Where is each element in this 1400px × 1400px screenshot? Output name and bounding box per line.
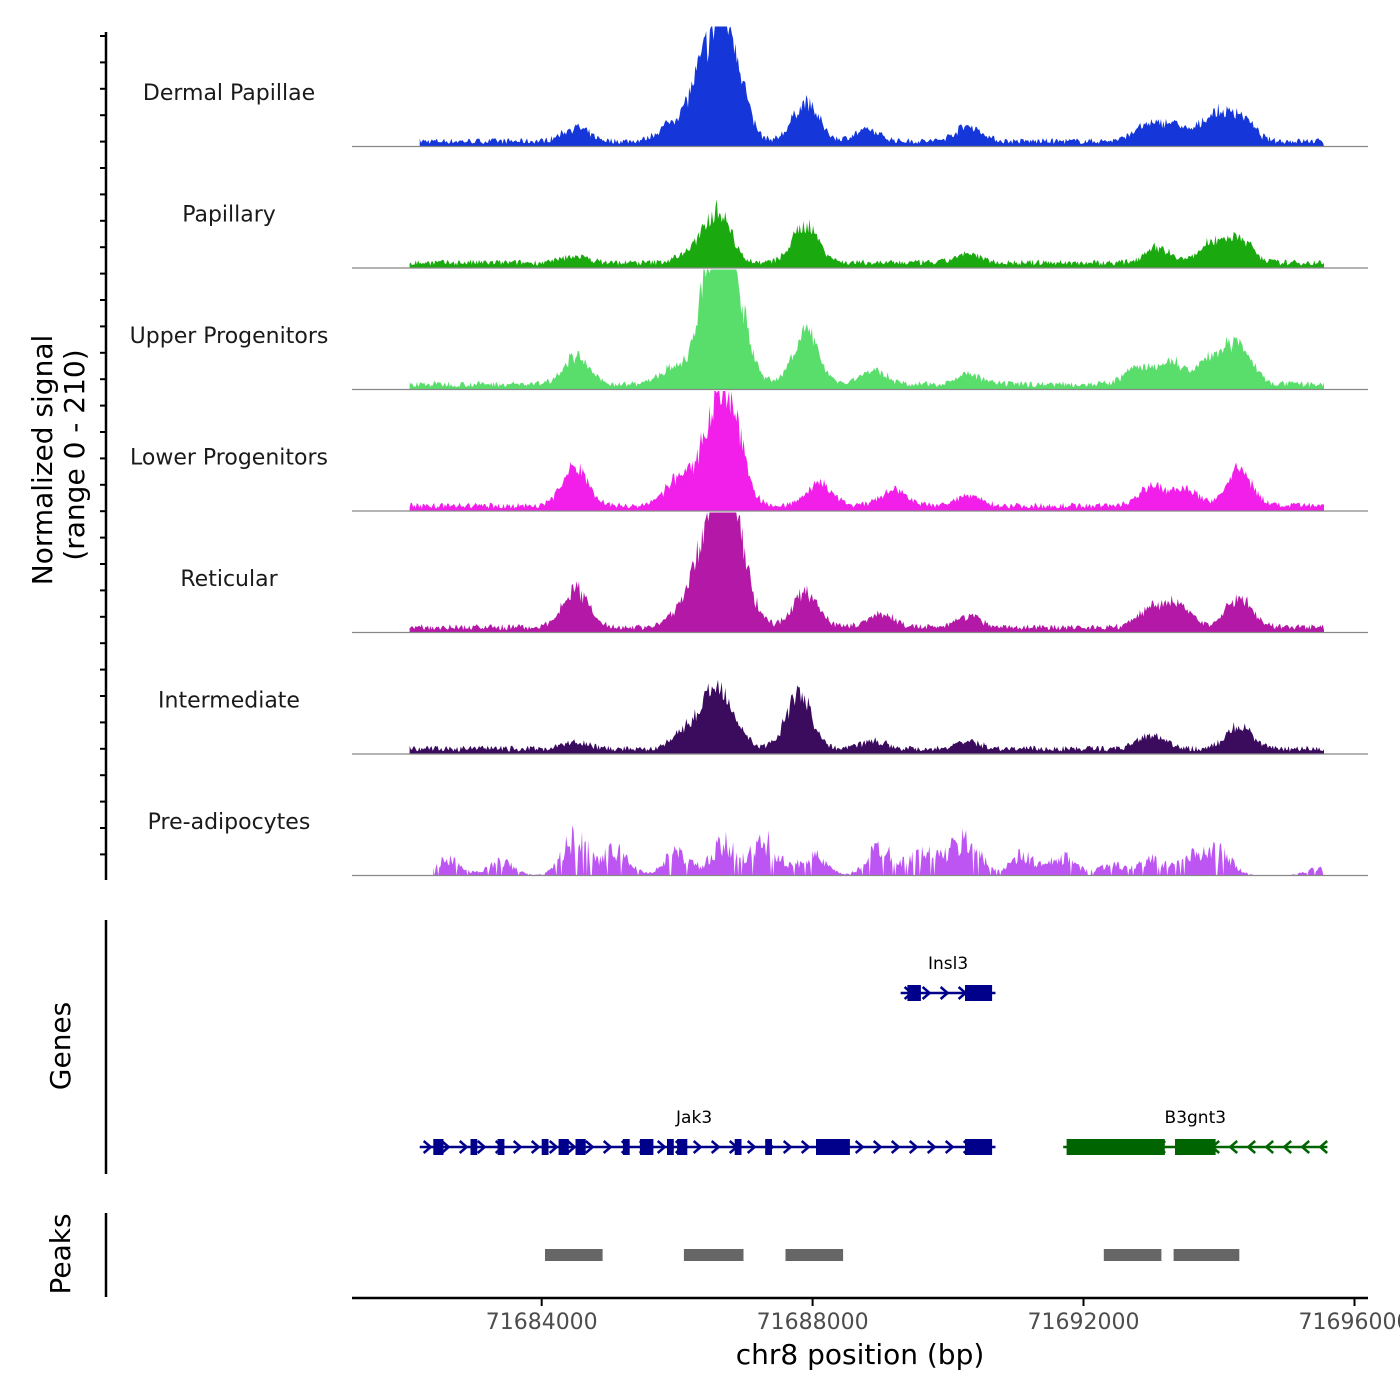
track-label: Dermal Papillae <box>143 81 315 106</box>
strand-chevron <box>800 1140 811 1154</box>
strand-chevron <box>944 1140 955 1154</box>
signal-area <box>419 26 1324 147</box>
strand-chevron <box>692 1140 703 1154</box>
track-label: Papillary <box>182 203 276 228</box>
strand-chevron <box>908 1140 919 1154</box>
track-label: Intermediate <box>158 689 300 714</box>
strand-chevron <box>566 1140 577 1154</box>
peak-region <box>1173 1249 1240 1261</box>
gene-exon <box>497 1139 505 1155</box>
gene-exon <box>433 1139 444 1155</box>
gene-exon <box>575 1139 586 1155</box>
gene-label: B3gnt3 <box>1165 1108 1227 1128</box>
gene-model: Insl3 <box>900 954 996 1001</box>
signal-area <box>409 512 1325 633</box>
x-tick-label: 71696000 <box>1299 1310 1400 1335</box>
genes-track-title: Genes <box>44 1002 77 1090</box>
strand-chevron <box>746 1140 757 1154</box>
signal-track: Dermal Papillae <box>143 26 1368 148</box>
gene-model: B3gnt3 <box>1063 1108 1329 1155</box>
strand-chevron <box>1282 1140 1293 1154</box>
strand-chevron <box>530 1140 541 1154</box>
strand-chevron <box>872 1140 883 1154</box>
strand-chevron <box>512 1140 523 1154</box>
genes-track: Insl3 Jak3 B3gnt3 <box>104 920 1329 1174</box>
peak-region <box>545 1249 603 1261</box>
peak-region <box>1103 1249 1162 1261</box>
strand-chevron <box>890 1140 901 1154</box>
x-tick-label: 71692000 <box>1028 1310 1140 1335</box>
gene-label: Insl3 <box>928 954 968 974</box>
gene-exon <box>907 985 921 1001</box>
gene-exon <box>622 1139 630 1155</box>
gene-exon <box>541 1139 549 1155</box>
strand-chevron <box>1318 1140 1329 1154</box>
signal-area <box>409 679 1325 754</box>
strand-chevron <box>710 1140 721 1154</box>
strand-chevron <box>440 1140 451 1154</box>
gene-exon <box>639 1139 654 1155</box>
peak-region <box>785 1249 844 1261</box>
gene-exon <box>1066 1139 1165 1155</box>
peaks-track-title: Peaks <box>44 1213 77 1294</box>
y-axis-range: (range 0 - 210) <box>58 349 91 560</box>
strand-chevron <box>939 986 950 1000</box>
gene-exon <box>470 1139 478 1155</box>
signal-track: Intermediate <box>158 679 1368 755</box>
peak-region <box>683 1249 744 1261</box>
gene-model: Jak3 <box>419 1108 996 1155</box>
strand-chevron <box>602 1140 613 1154</box>
strand-chevron <box>921 986 932 1000</box>
signal-area <box>433 825 1324 876</box>
gene-exon <box>965 1139 993 1155</box>
x-tick-label: 71688000 <box>757 1310 869 1335</box>
track-label: Pre-adipocytes <box>148 810 311 835</box>
strand-chevron <box>656 1140 667 1154</box>
signal-area <box>409 199 1325 268</box>
gene-exon <box>677 1139 688 1155</box>
signal-track: Papillary <box>182 199 1368 269</box>
signal-track: Upper Progenitors <box>130 269 1368 391</box>
signal-track: Reticular <box>180 512 1368 634</box>
gene-exon <box>667 1139 674 1155</box>
gene-exon <box>558 1139 569 1155</box>
strand-chevron <box>1300 1140 1311 1154</box>
strand-chevron <box>422 1140 433 1154</box>
track-label: Lower Progenitors <box>130 446 328 471</box>
strand-chevron <box>458 1140 469 1154</box>
strand-chevron <box>476 1140 487 1154</box>
strand-chevron <box>926 1140 937 1154</box>
gene-exon <box>816 1139 850 1155</box>
gene-exon <box>965 985 993 1001</box>
strand-chevron <box>1264 1140 1275 1154</box>
gene-exon <box>765 1139 772 1155</box>
signal-area <box>409 391 1325 511</box>
y-axis-title: Normalized signal <box>26 335 59 586</box>
x-axis: 71684000 71688000 71692000 71696000 <box>352 1296 1400 1335</box>
strand-chevron <box>548 1140 559 1154</box>
x-axis-title: chr8 position (bp) <box>736 1338 985 1371</box>
signal-area <box>409 269 1325 390</box>
gene-label: Jak3 <box>675 1108 712 1128</box>
signal-track: Pre-adipocytes <box>148 810 1368 877</box>
track-label: Upper Progenitors <box>130 324 329 349</box>
x-tick-label: 71684000 <box>486 1310 598 1335</box>
gene-exon <box>1175 1139 1216 1155</box>
signal-track: Lower Progenitors <box>130 391 1368 512</box>
track-label: Reticular <box>180 567 278 592</box>
strand-chevron <box>782 1140 793 1154</box>
strand-chevron <box>854 1140 865 1154</box>
signal-tracks: Dermal Papillae Papillary Upper Progenitor… <box>100 26 1368 880</box>
strand-chevron <box>1246 1140 1257 1154</box>
gene-exon <box>734 1139 742 1155</box>
peaks-track <box>104 1213 1240 1297</box>
strand-chevron <box>584 1140 595 1154</box>
strand-chevron <box>1228 1140 1239 1154</box>
